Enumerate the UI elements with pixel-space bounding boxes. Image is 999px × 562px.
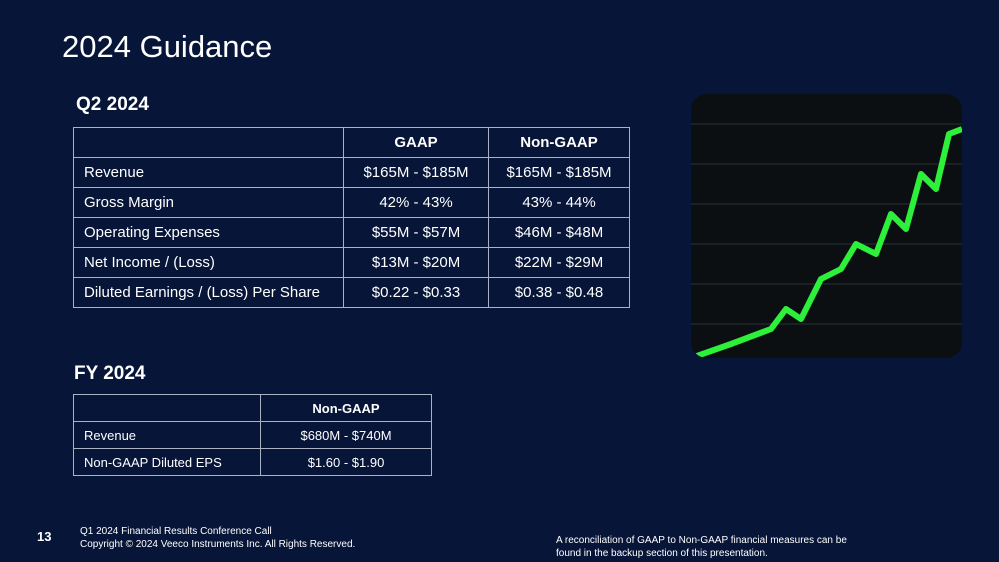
header-cell	[73, 127, 344, 158]
title: 2024 Guidance	[62, 29, 273, 64]
section-heading: Q2 2024	[76, 94, 149, 115]
label-cell: Non-GAAP Diluted EPS	[73, 448, 261, 476]
header-row: Non-GAAP	[73, 394, 432, 422]
value-cell: $46M - $48M	[488, 217, 630, 248]
value-cell: $680M - $740M	[260, 421, 432, 449]
label-cell: Revenue	[73, 421, 261, 449]
value-cell: 43% - 44%	[488, 187, 630, 218]
label-cell: Revenue	[73, 157, 344, 188]
table-row: Revenue $680M - $740M	[73, 421, 432, 449]
value-cell: $13M - $20M	[343, 247, 489, 278]
table-row: Operating Expenses $55M - $57M $46M - $48M	[73, 217, 630, 248]
footer-line: Copyright © 2024 Veeco Instruments Inc. …	[80, 539, 356, 550]
label-cell: Gross Margin	[73, 187, 344, 218]
table-row: Net Income / (Loss) $13M - $20M $22M - $29…	[73, 247, 630, 278]
label-cell: Operating Expenses	[73, 217, 344, 248]
value-cell: $165M - $185M	[488, 157, 630, 188]
page-number: 13	[37, 529, 52, 544]
header-cell	[73, 394, 261, 422]
table-row: Gross Margin 42% - 43% 43% - 44%	[73, 187, 630, 218]
value-cell: $55M - $57M	[343, 217, 489, 248]
header-row: GAAP Non-GAAP	[73, 127, 630, 158]
section-heading: FY 2024	[74, 363, 146, 384]
value-cell: $165M - $185M	[343, 157, 489, 188]
guidance-table: GAAP Non-GAAP Revenue $165M - $185M $165M - …	[73, 127, 630, 308]
header-cell: Non-GAAP	[260, 394, 432, 422]
label-cell: Diluted Earnings / (Loss) Per Share	[73, 277, 344, 308]
label-cell: Net Income / (Loss)	[73, 247, 344, 278]
header-cell: Non-GAAP	[488, 127, 630, 158]
value-cell: 42% - 43%	[343, 187, 489, 218]
footer-note: found in the backup section of this pres…	[556, 548, 768, 559]
value-cell: $1.60 - $1.90	[260, 448, 432, 476]
header-cell: GAAP	[343, 127, 489, 158]
table-row: Revenue $165M - $185M $165M - $185M	[73, 157, 630, 188]
stock-image	[691, 94, 962, 358]
value-cell: $22M - $29M	[488, 247, 630, 278]
guidance-table: Non-GAAP Revenue $680M - $740M Non-GAAP Dil…	[73, 394, 432, 476]
footer-note: A reconciliation of GAAP to Non-GAAP fin…	[556, 535, 847, 546]
table-row: Non-GAAP Diluted EPS $1.60 - $1.90	[73, 448, 432, 476]
value-cell: $0.22 - $0.33	[343, 277, 489, 308]
footer-line: Q1 2024 Financial Results Conference Cal…	[80, 526, 272, 537]
value-cell: $0.38 - $0.48	[488, 277, 630, 308]
table-row: Diluted Earnings / (Loss) Per Share $0.22…	[73, 277, 630, 308]
